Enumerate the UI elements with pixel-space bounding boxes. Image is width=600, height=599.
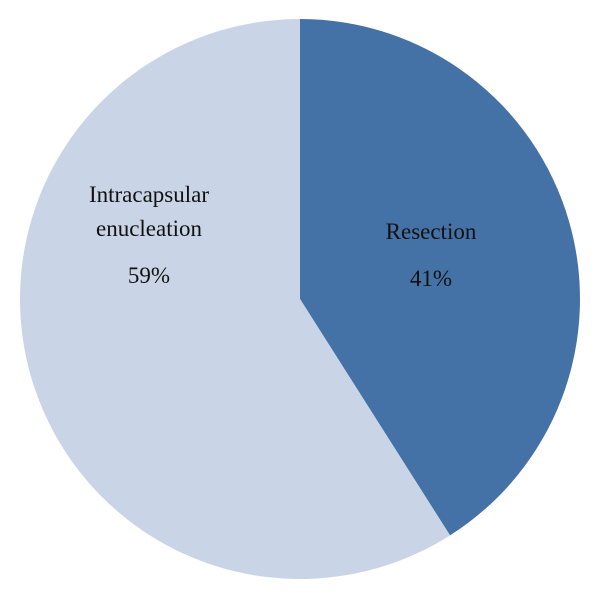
pie-slices	[19, 19, 580, 579]
slice-value-label-1: 41%	[410, 266, 452, 291]
pie-slice-1	[300, 19, 580, 536]
slice-label-1-line-1: Resection	[386, 219, 477, 244]
slice-value-label-2: 59%	[128, 263, 170, 288]
slice-label-2-line-1: Intracapsular	[89, 182, 209, 207]
pie-slice-2	[19, 19, 451, 579]
slice-label-2-line-2: enucleation	[96, 216, 203, 241]
pie-labels: Resection 41% Intracapsular enucleation 59%	[89, 182, 477, 291]
